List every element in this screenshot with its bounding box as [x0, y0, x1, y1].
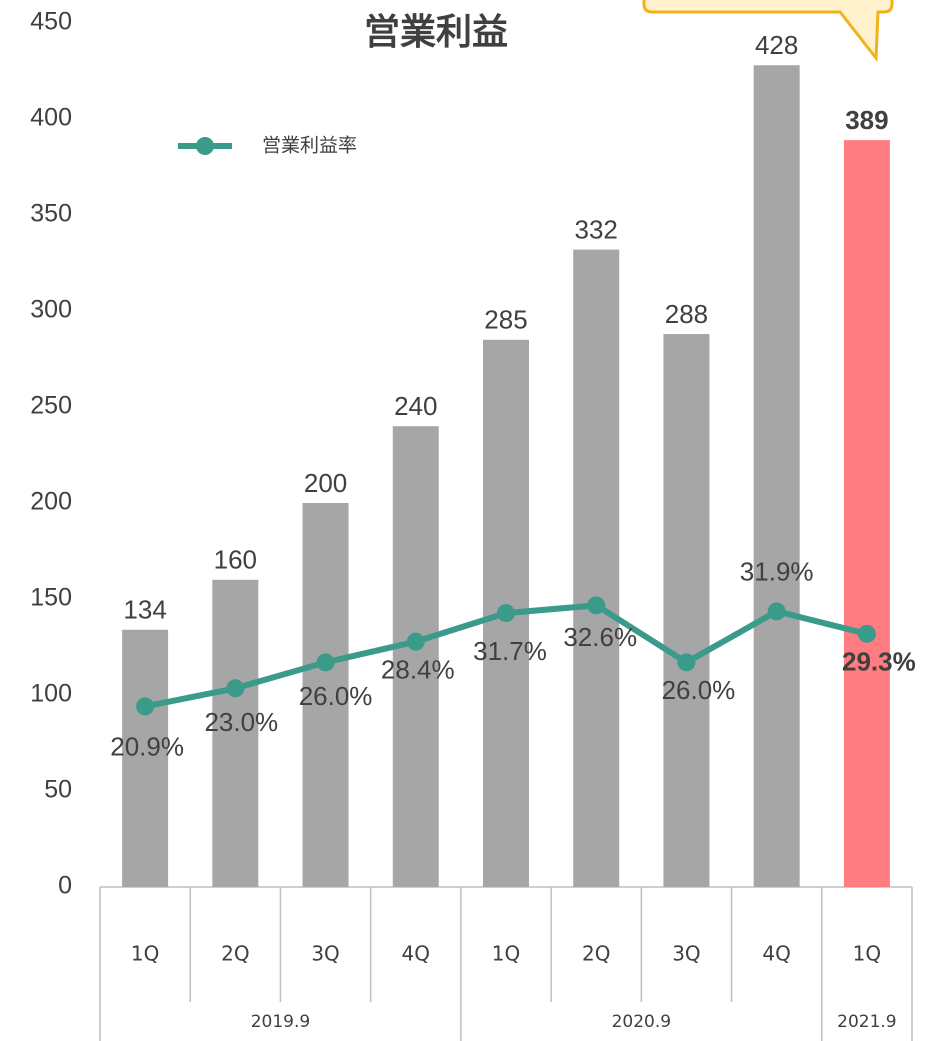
line-point	[136, 697, 155, 716]
line-point	[677, 653, 696, 672]
line-value-label: 28.4%	[381, 654, 455, 684]
bar-value-label: 200	[304, 468, 347, 498]
bar-value-label: 288	[665, 299, 708, 329]
line-point	[406, 632, 425, 651]
bar	[573, 249, 620, 887]
group-label: 2021.9	[837, 1012, 896, 1032]
x-tick-label: 4Q	[762, 942, 790, 966]
line-point	[857, 624, 876, 643]
x-tick-label: 3Q	[672, 942, 700, 966]
line-point	[226, 679, 245, 698]
bar-value-label: 285	[484, 305, 527, 335]
x-tick-label: 1Q	[853, 942, 881, 966]
x-tick-label: 2Q	[221, 942, 249, 966]
bar	[392, 426, 439, 887]
y-tick-label: 200	[30, 488, 72, 516]
callout	[642, 0, 894, 63]
bar	[843, 140, 890, 887]
bar-value-label: 160	[214, 545, 257, 575]
y-tick-label: 400	[30, 104, 72, 132]
legend-marker	[196, 137, 214, 155]
line-value-label: 23.0%	[204, 707, 278, 737]
group-label: 2019.9	[251, 1012, 310, 1032]
bar-value-label: 428	[755, 30, 798, 60]
bar-value-label: 240	[394, 391, 437, 421]
line-value-label: 26.0%	[299, 681, 373, 711]
y-tick-label: 300	[30, 296, 72, 324]
bar	[212, 579, 259, 887]
line-point	[497, 604, 515, 623]
line-value-label: 29.3%	[842, 647, 916, 677]
bar	[663, 334, 710, 887]
line-point	[767, 602, 786, 621]
x-tick-label: 1Q	[492, 942, 520, 966]
y-tick-label: 150	[30, 584, 72, 612]
y-tick-label: 0	[58, 872, 72, 900]
y-tick-label: 100	[30, 680, 72, 708]
bar	[302, 503, 349, 887]
y-tick-label: 450	[30, 8, 72, 36]
bar-value-label: 134	[123, 595, 166, 625]
line-value-label: 26.0%	[662, 675, 736, 705]
x-tick-label: 2Q	[582, 942, 610, 966]
legend-label: 営業利益率	[262, 135, 357, 157]
y-tick-label: 250	[30, 392, 72, 420]
line-value-label: 31.7%	[473, 636, 547, 666]
group-label: 2020.9	[612, 1012, 671, 1032]
x-tick-label: 3Q	[311, 942, 339, 966]
bar-value-label: 389	[845, 105, 888, 135]
line-point	[316, 653, 335, 672]
bar-value-label: 332	[575, 214, 618, 244]
y-tick-label: 50	[44, 776, 72, 804]
bar	[753, 65, 800, 888]
y-tick-label: 350	[30, 200, 72, 228]
chart-title: 営業利益	[364, 12, 508, 53]
bar	[122, 629, 169, 887]
x-tick-label: 1Q	[131, 942, 159, 966]
line-value-label: 32.6%	[563, 622, 637, 652]
line-point	[587, 596, 606, 615]
line-value-label: 31.9%	[740, 556, 814, 586]
line-value-label: 20.9%	[110, 731, 184, 761]
x-tick-label: 4Q	[402, 942, 430, 966]
